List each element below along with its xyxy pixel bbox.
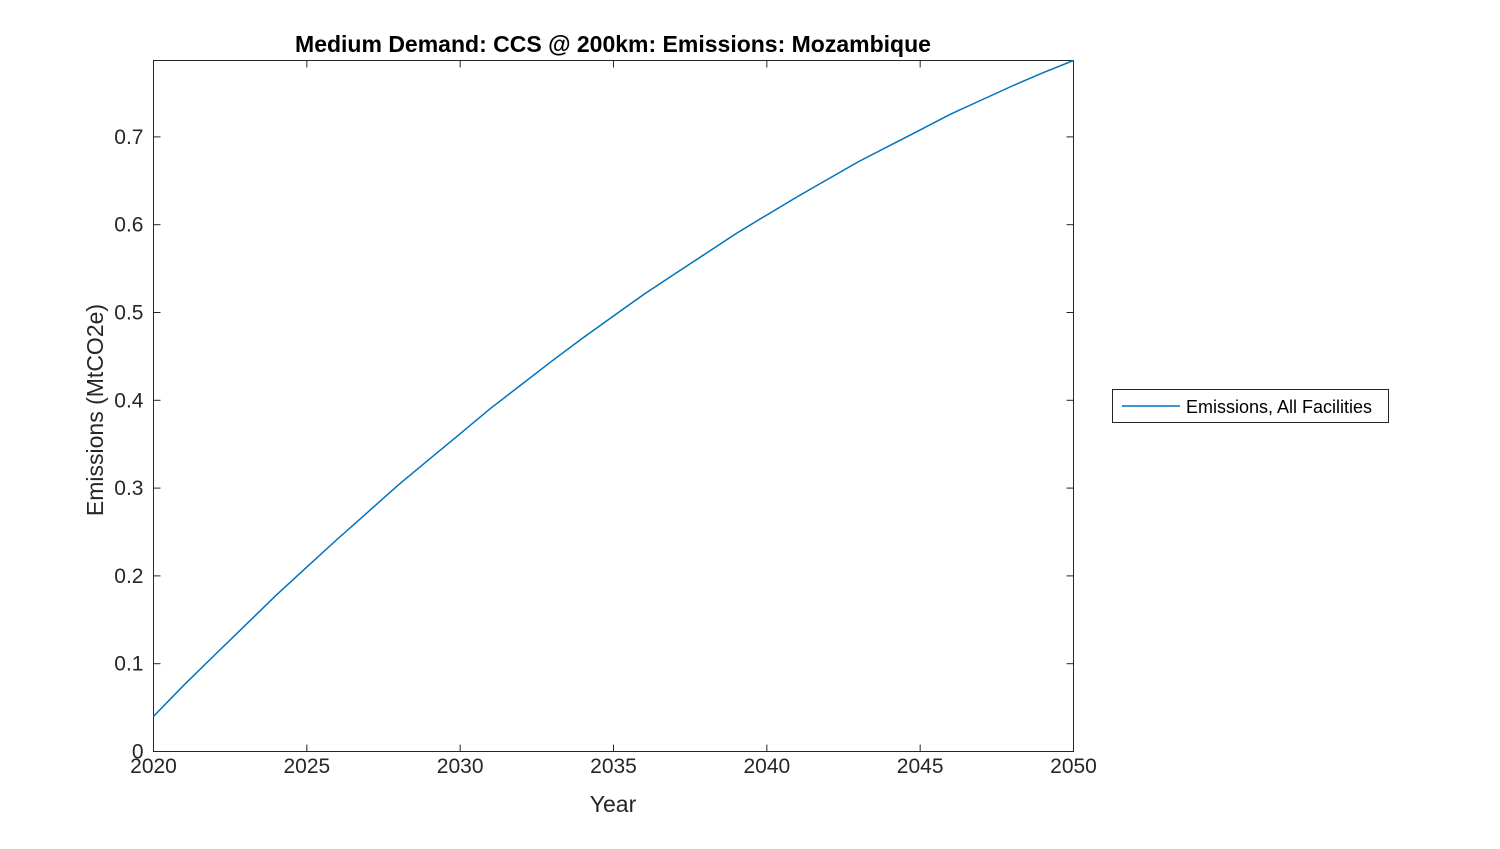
x-tick-label: 2035 xyxy=(590,755,637,778)
y-tick-label: 0.6 xyxy=(114,214,143,237)
x-tick-label: 2040 xyxy=(743,755,790,778)
plot-box xyxy=(153,60,1074,752)
y-tick-label: 0.2 xyxy=(114,565,143,588)
y-tick-label: 0 xyxy=(132,741,144,764)
x-tick-label: 2020 xyxy=(130,755,177,778)
series-layer xyxy=(152,59,1074,717)
x-tick-label: 2045 xyxy=(897,755,944,778)
emissions-line xyxy=(152,59,1074,717)
x-tick-label: 2050 xyxy=(1050,755,1097,778)
legend: Emissions, All Facilities xyxy=(1112,389,1389,423)
y-tick-label: 0.3 xyxy=(114,477,143,500)
axis-ticks: 2020 2025 2030 2035 2040 2045 2050 0 0.1 0.2 0.3 0.… xyxy=(114,60,1097,778)
x-tick-label: 2025 xyxy=(283,755,330,778)
y-tick-label: 0.7 xyxy=(114,126,143,149)
y-tick-label: 0.5 xyxy=(114,301,143,324)
y-axis-label: Emissions (MtCO2e) xyxy=(82,304,108,516)
legend-label: Emissions, All Facilities xyxy=(1186,397,1372,417)
x-tick-label: 2030 xyxy=(437,755,484,778)
y-tick-label: 0.4 xyxy=(114,389,144,412)
y-tick-label: 0.1 xyxy=(114,653,143,676)
x-axis-label: Year xyxy=(590,791,637,817)
chart-title: Medium Demand: CCS @ 200km: Emissions: M… xyxy=(295,31,931,57)
